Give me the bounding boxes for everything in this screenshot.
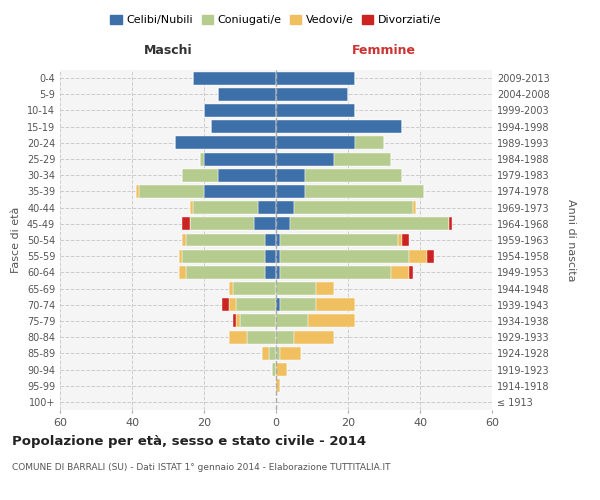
Text: COMUNE DI BARRALI (SU) - Dati ISTAT 1° gennaio 2014 - Elaborazione TUTTITALIA.IT: COMUNE DI BARRALI (SU) - Dati ISTAT 1° g… bbox=[12, 462, 391, 471]
Bar bbox=[276, 379, 280, 392]
Bar bbox=[262, 347, 269, 360]
Bar bbox=[280, 347, 301, 360]
Bar bbox=[355, 136, 384, 149]
Bar bbox=[276, 218, 290, 230]
Bar bbox=[427, 250, 434, 262]
Bar bbox=[449, 218, 452, 230]
Bar bbox=[265, 266, 276, 279]
Bar bbox=[175, 136, 276, 149]
Bar bbox=[229, 330, 247, 344]
Bar bbox=[276, 120, 402, 133]
Bar bbox=[179, 266, 186, 279]
Bar bbox=[182, 169, 218, 181]
Bar bbox=[276, 72, 355, 85]
Y-axis label: Fasce di età: Fasce di età bbox=[11, 207, 21, 273]
Bar bbox=[240, 314, 276, 328]
Text: Maschi: Maschi bbox=[143, 44, 193, 57]
Bar bbox=[276, 201, 294, 214]
Bar bbox=[222, 298, 229, 311]
Text: Femmine: Femmine bbox=[352, 44, 416, 57]
Bar bbox=[305, 169, 402, 181]
Bar bbox=[190, 201, 193, 214]
Bar bbox=[276, 185, 305, 198]
Bar bbox=[182, 218, 190, 230]
Bar bbox=[204, 185, 276, 198]
Bar bbox=[276, 88, 348, 101]
Bar bbox=[265, 234, 276, 246]
Bar bbox=[290, 218, 449, 230]
Bar bbox=[233, 314, 236, 328]
Bar bbox=[413, 201, 416, 214]
Bar bbox=[305, 185, 424, 198]
Bar bbox=[308, 314, 355, 328]
Bar bbox=[193, 72, 276, 85]
Bar bbox=[280, 234, 398, 246]
Bar bbox=[182, 250, 265, 262]
Legend: Celibi/Nubili, Coniugati/e, Vedovi/e, Divorziati/e: Celibi/Nubili, Coniugati/e, Vedovi/e, Di… bbox=[106, 10, 446, 30]
Bar bbox=[316, 298, 355, 311]
Bar bbox=[280, 250, 409, 262]
Bar bbox=[258, 201, 276, 214]
Bar bbox=[236, 298, 276, 311]
Bar bbox=[186, 234, 265, 246]
Bar bbox=[402, 234, 409, 246]
Bar bbox=[254, 218, 276, 230]
Bar bbox=[200, 152, 204, 166]
Bar bbox=[294, 330, 334, 344]
Bar bbox=[294, 201, 413, 214]
Bar bbox=[272, 363, 276, 376]
Bar bbox=[233, 282, 276, 295]
Bar bbox=[391, 266, 409, 279]
Bar bbox=[409, 266, 413, 279]
Bar bbox=[136, 185, 139, 198]
Bar bbox=[229, 298, 236, 311]
Bar bbox=[179, 250, 182, 262]
Bar bbox=[247, 330, 276, 344]
Bar bbox=[276, 266, 280, 279]
Bar bbox=[190, 218, 254, 230]
Bar bbox=[280, 298, 316, 311]
Bar bbox=[409, 250, 427, 262]
Bar bbox=[193, 201, 258, 214]
Bar bbox=[276, 363, 287, 376]
Bar bbox=[276, 234, 280, 246]
Bar bbox=[276, 169, 305, 181]
Bar bbox=[276, 347, 280, 360]
Bar bbox=[229, 282, 233, 295]
Bar bbox=[276, 250, 280, 262]
Bar bbox=[276, 298, 280, 311]
Bar bbox=[276, 314, 308, 328]
Bar bbox=[211, 120, 276, 133]
Bar bbox=[276, 104, 355, 117]
Bar bbox=[186, 266, 265, 279]
Bar bbox=[139, 185, 204, 198]
Bar bbox=[280, 266, 391, 279]
Bar bbox=[276, 282, 316, 295]
Bar bbox=[334, 152, 391, 166]
Bar bbox=[265, 250, 276, 262]
Bar bbox=[204, 152, 276, 166]
Bar bbox=[276, 136, 355, 149]
Bar bbox=[182, 234, 186, 246]
Y-axis label: Anni di nascita: Anni di nascita bbox=[566, 198, 576, 281]
Bar bbox=[218, 169, 276, 181]
Text: Popolazione per età, sesso e stato civile - 2014: Popolazione per età, sesso e stato civil… bbox=[12, 435, 366, 448]
Bar bbox=[204, 104, 276, 117]
Bar bbox=[276, 330, 294, 344]
Bar bbox=[269, 347, 276, 360]
Bar bbox=[316, 282, 334, 295]
Bar bbox=[236, 314, 240, 328]
Bar bbox=[398, 234, 402, 246]
Bar bbox=[218, 88, 276, 101]
Bar bbox=[276, 152, 334, 166]
